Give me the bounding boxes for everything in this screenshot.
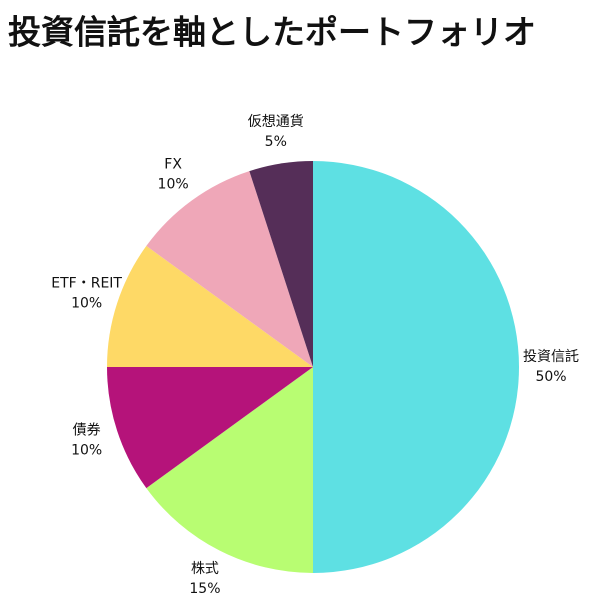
slice-label: 仮想通貨 xyxy=(248,113,304,130)
pie-slice xyxy=(146,171,313,367)
slice-label: 債券 xyxy=(73,423,101,439)
slice-value-label: 10% xyxy=(71,443,102,459)
slice-label: ETF・REIT xyxy=(51,275,122,291)
slice-label: 株式 xyxy=(191,561,219,577)
slice-label: FX xyxy=(164,156,182,172)
slice-value-label: 10% xyxy=(71,295,102,311)
slice-value-label: 15% xyxy=(189,581,220,597)
pie-slice xyxy=(107,367,313,489)
chart-title: 投資信託を軸としたポートフォリオ xyxy=(8,13,536,52)
slice-label: 投資信託 xyxy=(523,349,579,365)
pie-slice xyxy=(249,161,313,367)
pie-slice xyxy=(313,161,519,573)
slice-value-label: 50% xyxy=(535,369,566,385)
slice-value-label: 5% xyxy=(265,134,287,150)
pie-slice xyxy=(107,245,313,367)
slice-value-label: 10% xyxy=(158,176,189,192)
pie-slice xyxy=(146,367,313,573)
